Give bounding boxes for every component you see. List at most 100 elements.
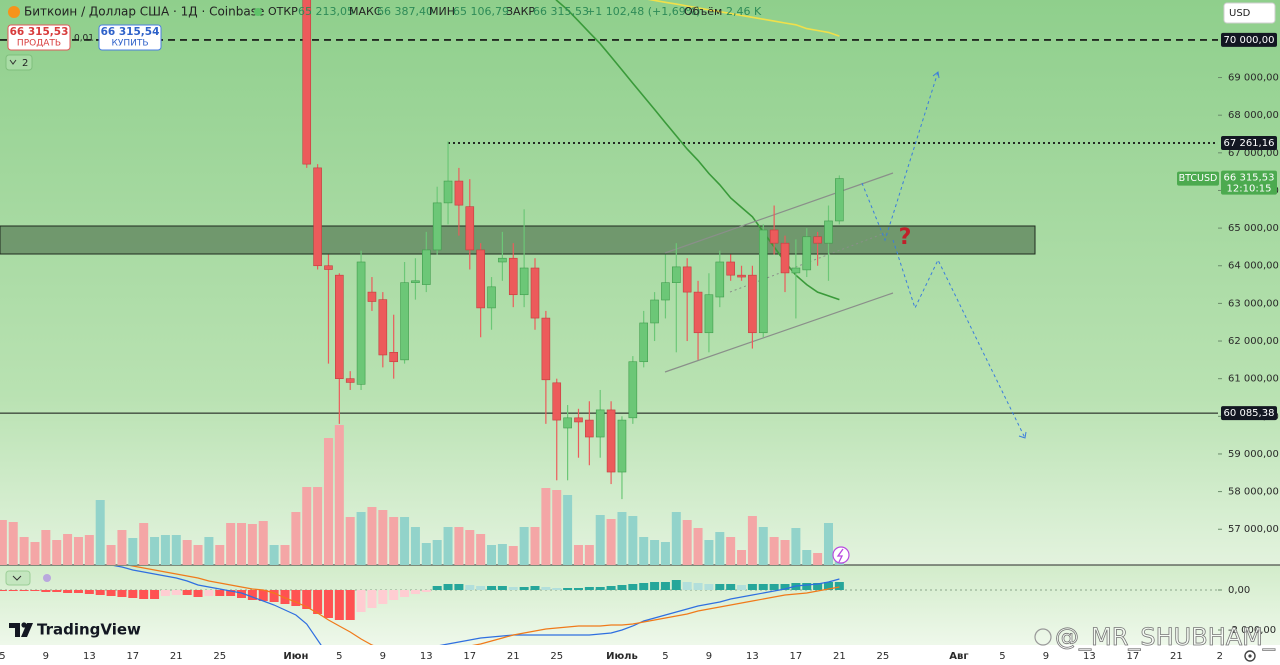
volume-bar xyxy=(465,530,475,565)
moving-average xyxy=(555,0,840,301)
x-tick-label: 9 xyxy=(380,651,386,662)
volume-bar xyxy=(682,520,692,565)
ohlc-value: 65 213,05 xyxy=(298,5,354,18)
histogram-bar xyxy=(443,584,453,590)
volume-bar xyxy=(247,524,257,565)
last-price-tag xyxy=(1221,170,1277,195)
candle-body xyxy=(769,229,779,244)
candle-body xyxy=(704,294,714,334)
volume-label: Объём xyxy=(684,5,722,18)
channel-lower xyxy=(664,292,894,373)
histogram-bar xyxy=(617,585,627,590)
macd-toggle[interactable] xyxy=(5,570,31,586)
candle-body xyxy=(519,267,529,296)
histogram-bar xyxy=(106,590,116,596)
histogram-bar xyxy=(802,583,812,590)
volume-bar xyxy=(117,530,127,565)
histogram-bar xyxy=(323,590,333,618)
y-tick-label: 63 000,00 xyxy=(1228,298,1279,309)
x-tick-label: 5 xyxy=(336,651,342,662)
price-level-tag xyxy=(1221,32,1277,47)
y-tick-label: 59 000,00 xyxy=(1228,449,1279,460)
indicators-toggle[interactable] xyxy=(5,54,33,71)
histogram-bar xyxy=(715,584,725,590)
x-tick-label: 5 xyxy=(0,651,6,662)
volume-bar xyxy=(323,438,333,565)
histogram-bar xyxy=(171,590,181,595)
candle-body xyxy=(443,180,453,204)
histogram-bar xyxy=(302,590,312,609)
volume-bar xyxy=(454,527,464,565)
volume-bar xyxy=(541,488,551,565)
volume-bar xyxy=(650,540,660,565)
symbol-title[interactable]: Биткоин / Доллар США · 1Д · Coinbase xyxy=(24,5,264,19)
volume-bar xyxy=(497,544,507,565)
y-tick-label: 0,00 xyxy=(1228,585,1250,596)
currency-select[interactable] xyxy=(1223,2,1276,24)
histogram-bar xyxy=(606,586,616,590)
histogram-bar xyxy=(0,590,7,591)
histogram-bar xyxy=(671,580,681,590)
candle-body xyxy=(715,261,725,298)
buy-label: КУПИТЬ xyxy=(111,39,148,49)
forecast-arrow xyxy=(932,71,940,79)
buy-button[interactable] xyxy=(98,24,162,51)
volume-bar xyxy=(313,487,323,565)
candle-body xyxy=(400,282,409,361)
volume-bar xyxy=(237,523,247,565)
histogram-bar xyxy=(410,590,420,594)
candle-body xyxy=(758,229,768,334)
x-tick-label: 9 xyxy=(1043,651,1049,662)
candle-body xyxy=(421,249,431,285)
x-tick-label: Июль xyxy=(606,651,638,662)
settings-icon-dot xyxy=(1248,654,1252,658)
histogram-bar xyxy=(30,590,40,591)
x-tick-label: 21 xyxy=(507,651,520,662)
candle-body xyxy=(324,265,333,270)
histogram-bar xyxy=(139,590,149,599)
histogram-bar xyxy=(660,582,670,590)
histogram-bar xyxy=(552,588,562,590)
volume-bar xyxy=(421,543,431,565)
histogram-bar xyxy=(726,584,736,590)
volume-layer xyxy=(0,425,844,565)
candle-body xyxy=(335,274,344,379)
histogram-bar xyxy=(421,590,431,592)
candle-body xyxy=(487,286,496,309)
histogram-bar xyxy=(378,590,388,604)
candle-body xyxy=(650,299,659,324)
candle-body xyxy=(737,274,746,278)
histogram-bar xyxy=(356,590,366,612)
histogram-bar xyxy=(476,586,486,590)
x-tick-label: 25 xyxy=(213,651,226,662)
histogram-bar xyxy=(530,586,540,590)
histogram-bar xyxy=(519,587,529,590)
x-tick-label: 21 xyxy=(1170,651,1183,662)
histogram-bar xyxy=(73,590,83,593)
x-tick-label: 25 xyxy=(876,651,889,662)
volume-bar xyxy=(584,545,594,565)
sell-button[interactable] xyxy=(7,24,71,51)
x-tick-label: 2 xyxy=(1217,651,1223,662)
candle-body xyxy=(367,291,377,302)
candle-body xyxy=(617,419,627,473)
candle-body xyxy=(389,352,398,363)
histogram-bar xyxy=(84,590,94,594)
candle-body xyxy=(552,382,562,421)
volume-bar xyxy=(258,521,268,565)
tradingview-logo: TradingView xyxy=(9,621,141,639)
candle-body xyxy=(345,378,355,383)
x-tick-label: 5 xyxy=(662,651,668,662)
histogram-bar xyxy=(650,582,660,590)
event-icon[interactable] xyxy=(832,546,850,564)
histogram-bar xyxy=(573,588,583,590)
candle-body xyxy=(498,257,507,263)
volume-bar xyxy=(389,517,399,565)
candle-body xyxy=(748,274,757,334)
volume-bar xyxy=(780,540,790,565)
histogram-bar xyxy=(334,590,344,620)
y-tick-label: 65 000,00 xyxy=(1228,223,1279,234)
settings-icon[interactable] xyxy=(1244,650,1256,662)
